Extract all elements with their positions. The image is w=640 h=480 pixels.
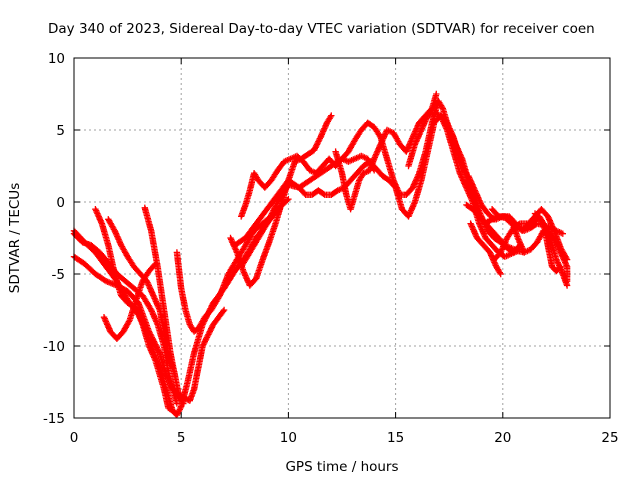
y-tick-label: 5 <box>56 123 65 139</box>
series-arc-20 <box>531 210 571 285</box>
data-point-markers <box>100 260 159 342</box>
x-tick-label: 20 <box>494 430 511 446</box>
y-tick-label: 0 <box>56 195 65 211</box>
x-tick-label: 15 <box>387 430 404 446</box>
data-point-markers <box>141 204 187 407</box>
chart-title: Day 340 of 2023, Sidereal Day-to-day VTE… <box>48 21 595 37</box>
y-tick-label: -10 <box>43 339 65 355</box>
x-tick-label: 5 <box>177 430 186 446</box>
x-tick-label: 10 <box>280 430 297 446</box>
series-arc-21 <box>465 172 498 223</box>
series-arc-12 <box>238 112 521 270</box>
series-arc-8 <box>173 206 283 335</box>
series-arc-5 <box>100 260 159 342</box>
data-points <box>70 90 571 419</box>
series-arc-4 <box>92 206 176 414</box>
data-point-markers <box>173 206 283 335</box>
y-tick-label: -15 <box>43 411 65 427</box>
axis-ticks: 0 5 10 15 20 25 -15 -10 -5 0 5 10 <box>43 51 619 446</box>
data-point-markers <box>531 210 571 285</box>
data-point-markers <box>92 206 176 414</box>
y-axis-label: SDTVAR / TECUs <box>7 183 23 293</box>
y-tick-label: -5 <box>52 267 65 283</box>
data-point-markers <box>238 112 521 270</box>
y-tick-label: 10 <box>48 51 65 67</box>
grid <box>74 58 610 418</box>
x-axis-label: GPS time / hours <box>285 459 398 475</box>
x-tick-label: 25 <box>601 430 618 446</box>
series-arc-7 <box>141 204 187 407</box>
series-arc-19 <box>463 201 528 256</box>
x-tick-label: 0 <box>70 430 79 446</box>
data-point-markers <box>465 172 498 223</box>
plot-frame <box>73 57 611 419</box>
data-point-markers <box>463 201 528 256</box>
